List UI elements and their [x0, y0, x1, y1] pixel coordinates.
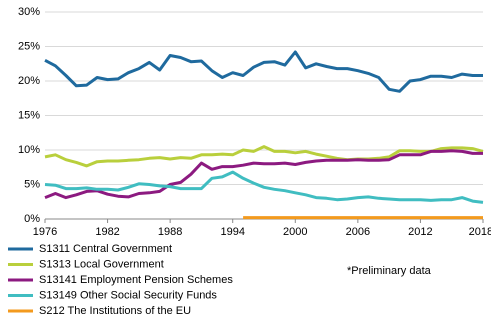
y-tick-label: 25% [18, 40, 40, 52]
y-tick-label: 15% [18, 109, 40, 121]
x-tick-label: 2012 [408, 226, 432, 238]
series-line [44, 170, 484, 204]
series-line [44, 149, 483, 200]
x-tick-label: 2018* [469, 226, 491, 238]
x-tick-label: 1988 [158, 226, 182, 238]
x-tick-label: 1982 [95, 226, 119, 238]
y-tick-label: 0% [24, 213, 40, 225]
series-line [44, 145, 484, 168]
y-tick-label: 10% [18, 144, 40, 156]
note: *Preliminary data [347, 265, 432, 277]
legend-label: S1313 Local Government [39, 258, 164, 270]
y-tick-label: 30% [18, 6, 40, 18]
x-tick-label: 1994 [220, 226, 244, 238]
x-tick-label: 2000 [283, 226, 307, 238]
legend-label: S13141 Employment Pension Schemes [39, 274, 233, 286]
series-line [44, 50, 483, 93]
y-tick-label: 5% [24, 178, 40, 190]
legend-label: S13149 Other Social Security Funds [39, 289, 217, 301]
x-tick-label: 1976 [33, 226, 57, 238]
legend-label: S1311 Central Government [39, 243, 172, 255]
x-tick-label: 2006 [346, 226, 370, 238]
legend-label: S212 The Institutions of the EU [39, 305, 191, 314]
y-tick-label: 20% [18, 75, 40, 87]
